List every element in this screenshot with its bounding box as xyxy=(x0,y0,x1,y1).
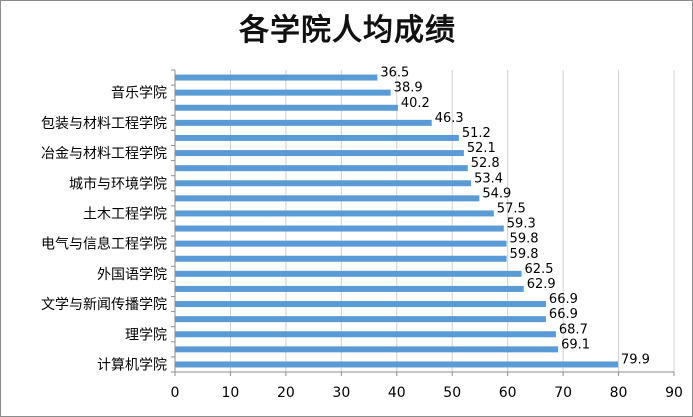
data-label: 52.8 xyxy=(471,156,500,171)
x-tick-label: 20 xyxy=(277,385,295,401)
bar xyxy=(175,346,559,353)
data-label: 62.5 xyxy=(525,262,554,277)
bar xyxy=(175,316,546,323)
y-tick-label: 理学院 xyxy=(125,327,167,343)
y-tick-label: 土木工程学院 xyxy=(83,206,167,222)
data-label: 79.9 xyxy=(621,352,650,367)
bar xyxy=(175,225,504,232)
bar xyxy=(175,210,494,217)
data-label: 46.3 xyxy=(435,111,464,126)
x-tick-label: 80 xyxy=(610,385,628,401)
bar xyxy=(175,301,546,308)
data-label: 69.1 xyxy=(561,337,590,352)
chart-title: 各学院人均成绩 xyxy=(239,13,456,48)
data-label: 57.5 xyxy=(497,201,526,216)
x-tick-label: 60 xyxy=(499,385,517,401)
bar xyxy=(175,285,524,292)
x-tick-label: 90 xyxy=(665,385,683,401)
bar xyxy=(175,195,480,202)
bar xyxy=(175,240,507,247)
bar xyxy=(175,74,378,81)
bar xyxy=(175,104,398,111)
x-tick-label: 0 xyxy=(171,385,180,401)
data-label: 38.9 xyxy=(394,81,423,96)
x-tick-label: 50 xyxy=(443,385,461,401)
y-tick-label: 外国语学院 xyxy=(97,267,167,283)
data-label: 59.8 xyxy=(510,247,539,262)
y-tick-label: 冶金与材料工程学院 xyxy=(41,146,167,162)
bar xyxy=(175,180,472,187)
bar xyxy=(175,270,522,277)
bar xyxy=(175,361,619,368)
data-label: 36.5 xyxy=(380,66,409,81)
y-tick-label: 计算机学院 xyxy=(97,357,167,373)
data-label: 54.9 xyxy=(482,186,511,201)
x-tick-label: 40 xyxy=(388,385,406,401)
data-label: 52.1 xyxy=(467,141,496,156)
y-tick-label: 文学与新闻传播学院 xyxy=(41,297,167,313)
y-tick-label: 音乐学院 xyxy=(111,85,167,102)
data-label: 59.3 xyxy=(507,217,536,232)
data-label: 68.7 xyxy=(559,322,588,337)
bar xyxy=(175,150,464,157)
data-label: 51.2 xyxy=(462,126,491,141)
data-label: 59.8 xyxy=(510,232,539,247)
x-tick-label: 70 xyxy=(554,385,572,401)
bar xyxy=(175,134,459,141)
bar xyxy=(175,165,468,172)
bar xyxy=(175,331,556,338)
x-tick-label: 10 xyxy=(222,385,240,401)
y-tick-label: 包装与材料工程学院 xyxy=(41,116,167,132)
x-tick-label: 30 xyxy=(332,385,350,401)
data-label: 53.4 xyxy=(474,171,503,186)
bar xyxy=(175,255,507,262)
data-label: 66.9 xyxy=(549,292,578,307)
y-tick-label: 城市与环境学院 xyxy=(69,175,167,192)
data-label: 66.9 xyxy=(549,307,578,322)
bar xyxy=(175,89,391,96)
data-label: 40.2 xyxy=(401,96,430,111)
y-tick-label: 电气与信息工程学院 xyxy=(41,236,167,253)
data-label: 62.9 xyxy=(527,277,556,292)
bar xyxy=(175,119,432,126)
